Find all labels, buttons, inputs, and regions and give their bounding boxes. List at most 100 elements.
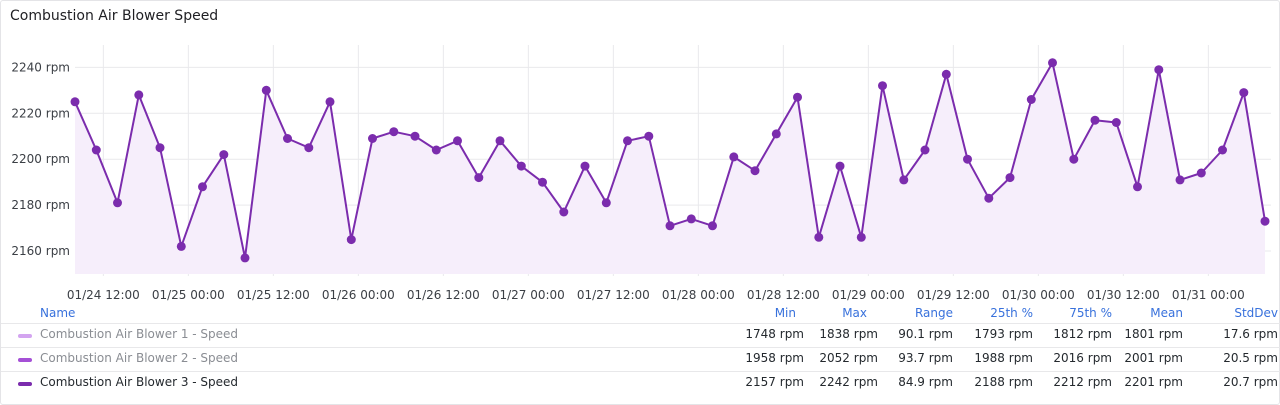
data-point[interactable] (1260, 216, 1270, 226)
data-point[interactable] (729, 152, 739, 162)
data-point[interactable] (941, 69, 951, 79)
legend-row-blower-1[interactable]: Combustion Air Blower 1 - Speed 1748 rpm… (1, 323, 1280, 347)
data-point[interactable] (70, 97, 80, 107)
data-point[interactable] (304, 143, 314, 153)
legend-max: 1838 rpm (819, 327, 878, 341)
x-tick-label: 01/27 00:00 (492, 288, 565, 301)
legend-series-name: Combustion Air Blower 1 - Speed (40, 327, 239, 341)
data-point[interactable] (495, 136, 505, 146)
panel-title: Combustion Air Blower Speed (10, 8, 219, 24)
data-point[interactable] (113, 198, 122, 208)
x-tick-label: 01/28 00:00 (662, 288, 735, 301)
data-point[interactable] (474, 173, 484, 183)
legend-header-stddev[interactable]: StdDev (1234, 306, 1278, 320)
data-point[interactable] (814, 232, 824, 242)
y-tick-label: 2200 rpm (11, 152, 70, 166)
data-point[interactable] (856, 232, 866, 242)
data-point[interactable] (346, 235, 356, 245)
data-point[interactable] (453, 136, 462, 146)
x-tick-label: 01/25 00:00 (152, 288, 225, 301)
x-tick-label: 01/25 12:00 (237, 288, 310, 301)
legend-min: 1958 rpm (745, 351, 804, 365)
data-point[interactable] (878, 81, 887, 91)
data-point[interactable] (368, 134, 377, 143)
data-point[interactable] (835, 161, 845, 171)
data-point[interactable] (559, 207, 569, 217)
data-point[interactable] (580, 161, 590, 171)
legend-mean: 2001 rpm (1124, 351, 1183, 365)
data-point[interactable] (1111, 118, 1121, 127)
data-point[interactable] (283, 134, 292, 143)
data-point[interactable] (793, 92, 802, 102)
data-point[interactable] (899, 175, 909, 185)
data-point[interactable] (538, 177, 547, 187)
legend-header-max[interactable]: Max (842, 306, 867, 320)
data-point[interactable] (665, 221, 675, 231)
legend-stddev: 20.7 rpm (1223, 375, 1278, 389)
data-point[interactable] (1090, 115, 1100, 125)
legend-header-mean[interactable]: Mean (1150, 306, 1183, 320)
data-point[interactable] (623, 136, 632, 146)
legend-header-range[interactable]: Range (914, 306, 953, 320)
x-tick-label: 01/27 12:00 (577, 288, 650, 301)
legend-row-blower-3[interactable]: Combustion Air Blower 3 - Speed 2157 rpm… (1, 371, 1280, 395)
data-point[interactable] (984, 193, 994, 203)
data-point[interactable] (1048, 58, 1057, 68)
data-point[interactable] (708, 221, 717, 231)
data-point[interactable] (1069, 154, 1079, 164)
data-point[interactable] (1239, 88, 1249, 98)
data-point[interactable] (91, 145, 101, 155)
x-tick-label: 01/24 12:00 (67, 288, 140, 301)
data-point[interactable] (1196, 168, 1206, 178)
data-point[interactable] (1133, 182, 1142, 192)
legend-stddev: 17.6 rpm (1223, 327, 1278, 341)
data-point[interactable] (240, 253, 250, 263)
legend-row-blower-2[interactable]: Combustion Air Blower 2 - Speed 1958 rpm… (1, 347, 1280, 371)
data-point[interactable] (1005, 173, 1015, 183)
legend-header: Name Min Max Range 25th % 75th % Mean St… (1, 303, 1280, 325)
legend-range: 90.1 rpm (898, 327, 953, 341)
line-chart[interactable]: 2160 rpm 2180 rpm 2200 rpm 2220 rpm 2240 rpm… (1, 1, 1280, 301)
data-point[interactable] (920, 145, 930, 155)
legend-range: 84.9 rpm (898, 375, 953, 389)
data-point[interactable] (155, 143, 165, 153)
legend-stddev: 20.5 rpm (1223, 351, 1278, 365)
data-point[interactable] (198, 182, 207, 192)
data-point[interactable] (963, 154, 972, 164)
x-tick-label: 01/26 00:00 (322, 288, 395, 301)
data-point[interactable] (771, 129, 781, 139)
legend-p25: 1988 rpm (974, 351, 1033, 365)
data-point[interactable] (516, 161, 526, 171)
x-tick-label: 01/30 12:00 (1087, 288, 1160, 301)
data-point[interactable] (134, 90, 144, 100)
data-point[interactable] (1218, 145, 1227, 155)
legend-mean: 1801 rpm (1124, 327, 1183, 341)
legend-header-p25[interactable]: 25th % (990, 306, 1033, 320)
data-point[interactable] (1026, 95, 1036, 104)
legend-header-min[interactable]: Min (774, 306, 796, 320)
data-point[interactable] (389, 127, 399, 137)
data-point[interactable] (431, 145, 441, 155)
legend-p75: 2016 rpm (1053, 351, 1112, 365)
legend-p75: 2212 rpm (1053, 375, 1112, 389)
data-point[interactable] (1175, 175, 1185, 185)
series-area-fill (75, 62, 1265, 274)
legend-max: 2052 rpm (819, 351, 878, 365)
data-point[interactable] (686, 214, 696, 224)
data-point[interactable] (1154, 65, 1164, 75)
data-point[interactable] (325, 97, 335, 107)
legend-header-name[interactable]: Name (40, 306, 76, 320)
legend-header-p75[interactable]: 75th % (1069, 306, 1112, 320)
data-point[interactable] (601, 198, 611, 208)
data-point[interactable] (219, 150, 229, 160)
data-point[interactable] (261, 85, 271, 95)
data-point[interactable] (750, 166, 760, 176)
data-point[interactable] (176, 241, 186, 251)
y-tick-label: 2220 rpm (11, 106, 70, 120)
data-point[interactable] (644, 131, 654, 141)
data-point[interactable] (410, 131, 420, 141)
legend-min: 2157 rpm (745, 375, 804, 389)
legend-swatch (18, 382, 32, 386)
x-tick-label: 01/31 00:00 (1172, 288, 1245, 301)
